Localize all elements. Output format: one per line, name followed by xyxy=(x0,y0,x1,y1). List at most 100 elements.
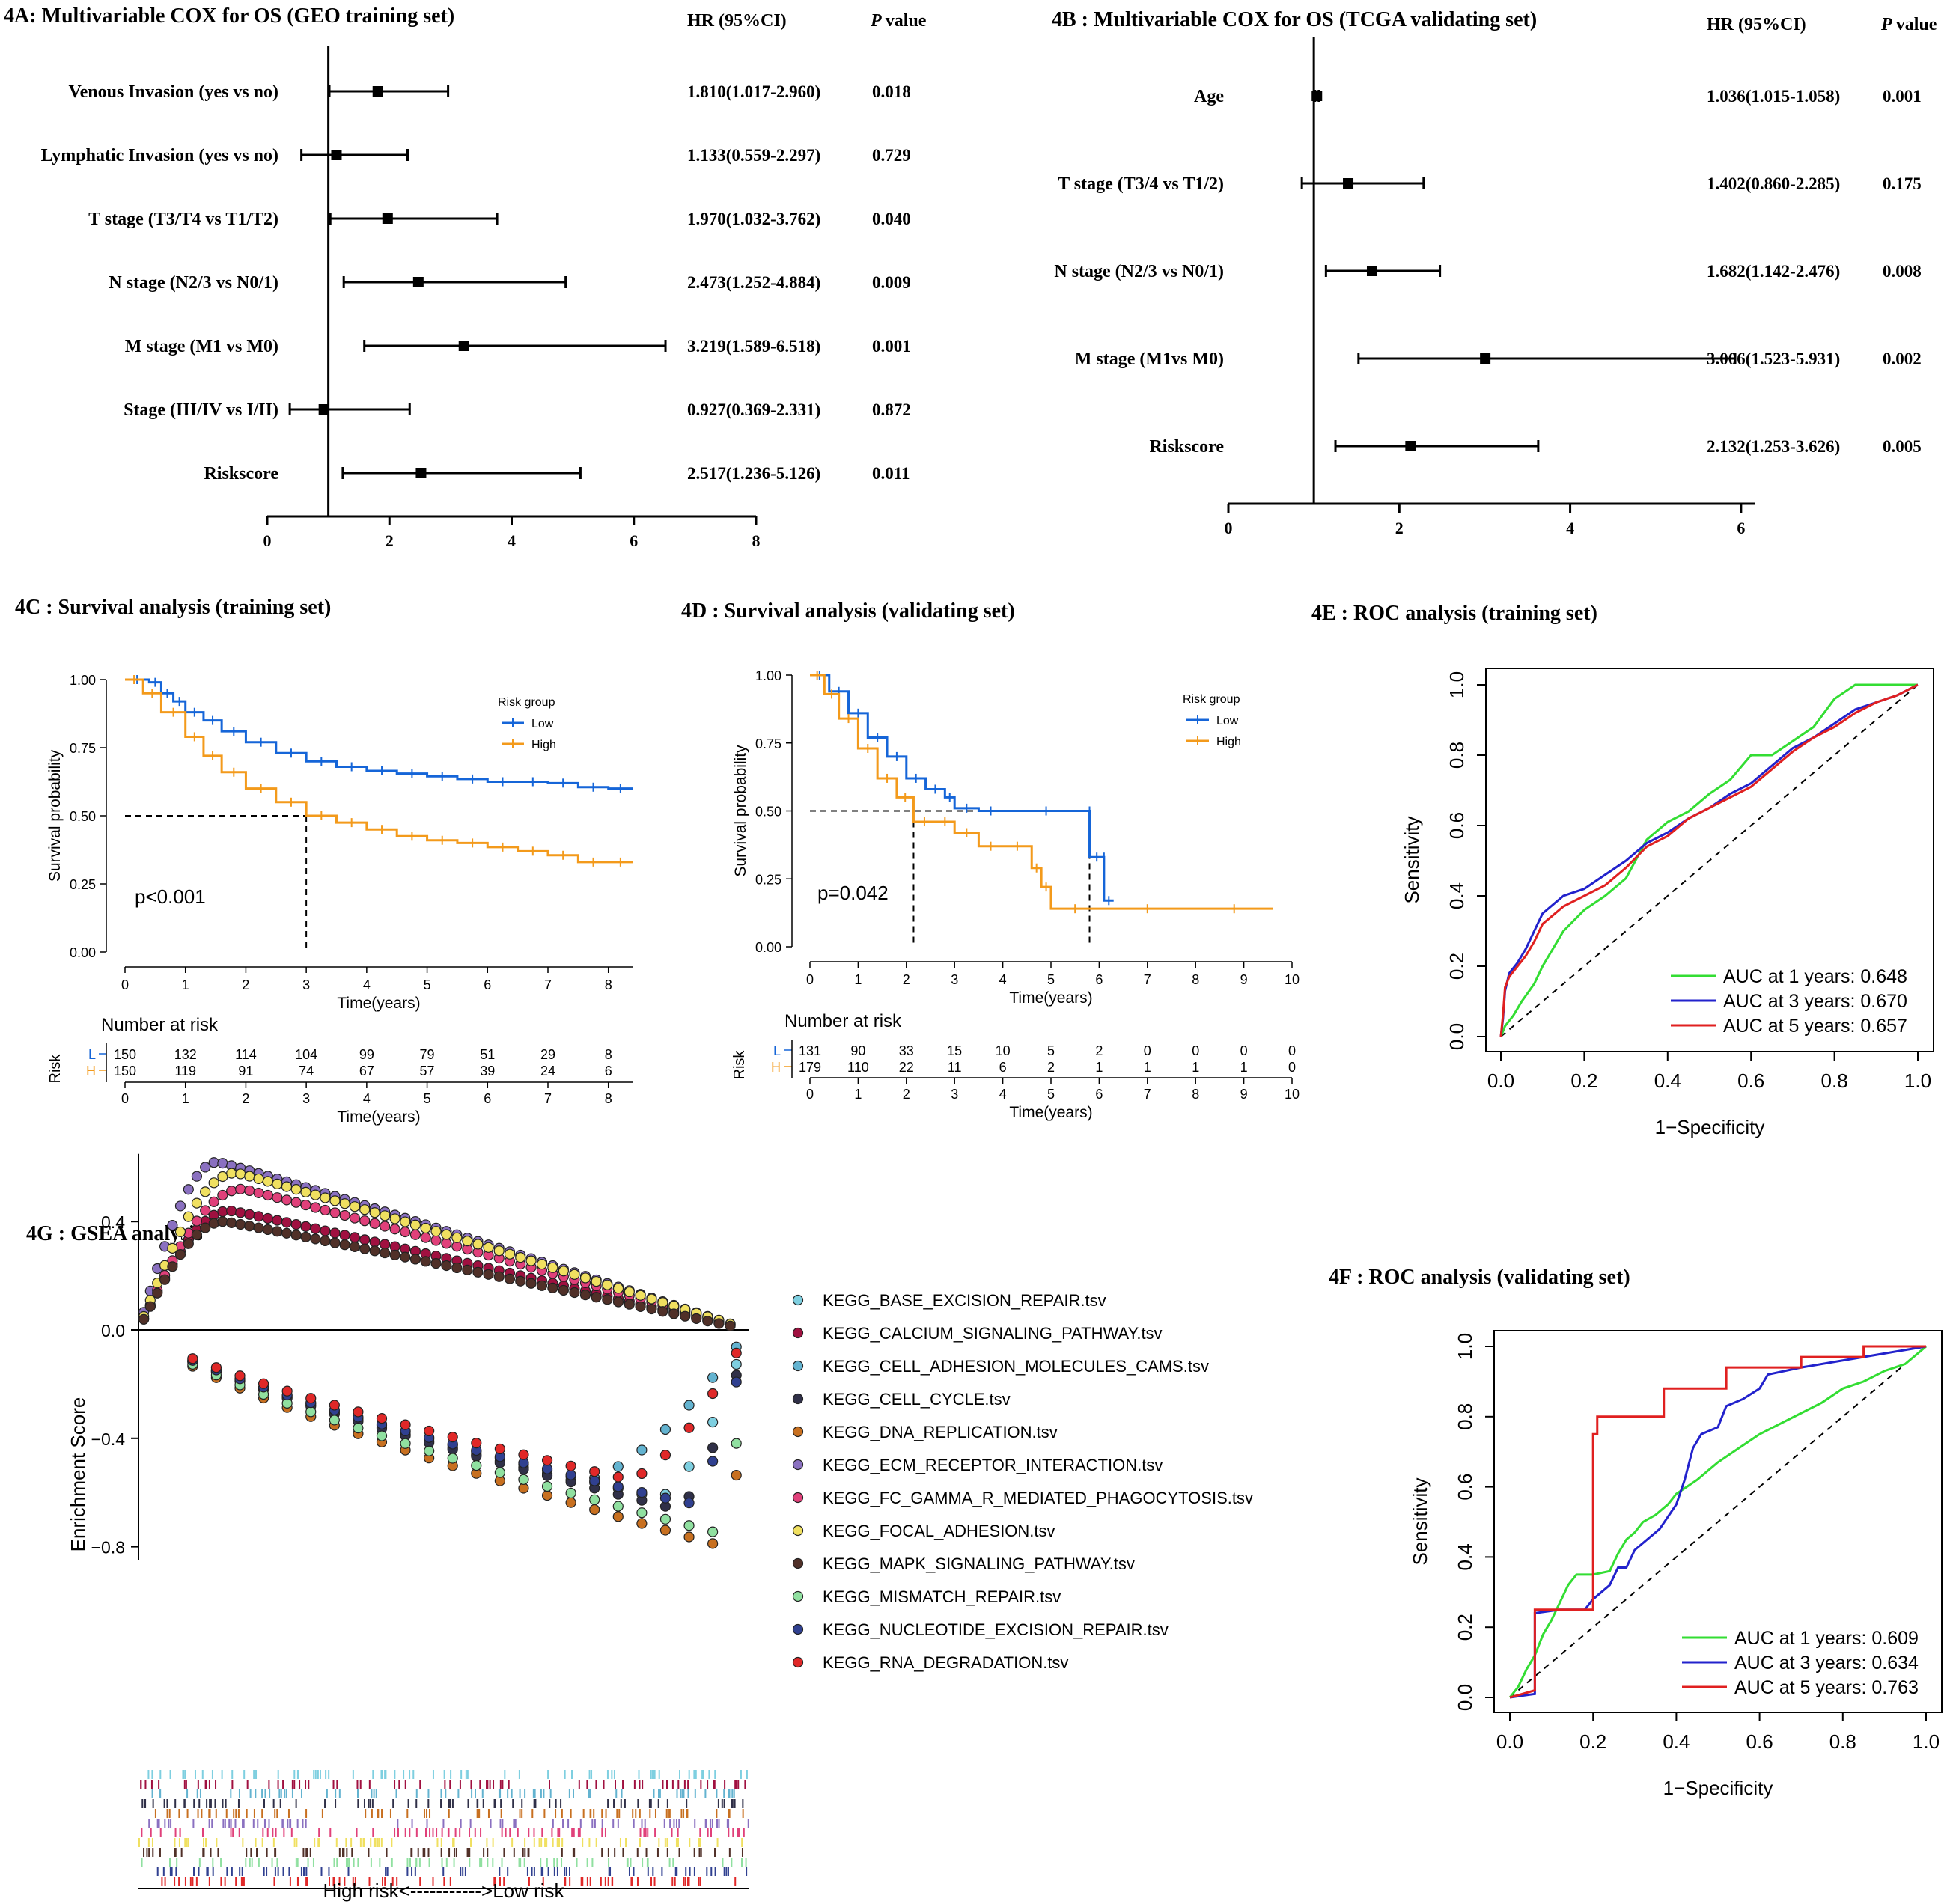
risk-x-tick-label: 3 xyxy=(302,1091,310,1106)
risk-x-tick-label: 3 xyxy=(951,1087,958,1102)
x-tick-label: 0.0 xyxy=(1496,1730,1523,1753)
legend-label: Low xyxy=(531,718,554,730)
es-point xyxy=(376,1430,388,1441)
es-point xyxy=(668,1308,680,1319)
risk-count: 99 xyxy=(359,1047,374,1062)
row-label: N stage (N2/3 vs N0/1) xyxy=(1054,262,1224,281)
chart-title: 4F : ROC analysis (validating set) xyxy=(1329,1266,1630,1289)
x-axis-label: 1−Specificity xyxy=(1655,1116,1765,1138)
es-point xyxy=(472,1239,484,1250)
roc-4F: 4F : ROC analysis (validating set) 0.0 0.2… xyxy=(1329,1266,1943,1799)
p-header: P value xyxy=(870,11,927,31)
risk-count: 1 xyxy=(1192,1060,1199,1075)
x-axis-label: 1−Specificity xyxy=(1663,1777,1773,1799)
risk-x-axis-label: Time(years) xyxy=(1009,1104,1092,1121)
gsea-4G: 4G : GSEA analysis0.40.0−0.4−0.8Enrichme… xyxy=(26,1153,1253,1902)
hr-value: 1.970(1.032-3.762) xyxy=(687,210,820,228)
chart-title: 4E : ROC analysis (training set) xyxy=(1311,602,1597,625)
legend-label: KEGG_DNA_REPLICATION.tsv xyxy=(823,1423,1058,1441)
es-point xyxy=(657,1306,668,1317)
x-tick-label: 5 xyxy=(424,977,431,992)
es-point xyxy=(683,1531,695,1543)
es-point xyxy=(400,1438,411,1449)
p-value: 0.001 xyxy=(872,337,911,356)
y-tick-label: 1.00 xyxy=(70,673,96,688)
es-point xyxy=(659,1513,671,1525)
hr-value: 1.402(0.860-2.285) xyxy=(1707,174,1840,193)
es-point xyxy=(441,1238,452,1249)
es-point xyxy=(208,1218,219,1229)
es-point xyxy=(624,1286,635,1298)
y-tick-label: 1.0 xyxy=(1454,1333,1476,1360)
risk-count: 5 xyxy=(1047,1043,1055,1058)
risk-count: 150 xyxy=(114,1047,136,1062)
risk-count: 0 xyxy=(1288,1060,1296,1075)
x-tick-label: 8 xyxy=(752,531,761,550)
es-point xyxy=(320,1192,331,1203)
es-point xyxy=(187,1353,198,1364)
es-point xyxy=(657,1297,668,1308)
legend-label: KEGG_MAPK_SIGNALING_PATHWAY.tsv xyxy=(823,1554,1135,1573)
row-label: Age xyxy=(1194,87,1224,106)
hr-point xyxy=(372,86,383,97)
es-point xyxy=(659,1525,671,1536)
y-tick-label: 0.8 xyxy=(1445,742,1468,769)
es-point xyxy=(300,1186,311,1197)
y-tick-label: 0.2 xyxy=(1454,1614,1476,1641)
es-point xyxy=(683,1422,695,1433)
es-point xyxy=(389,1224,400,1235)
risk-count: 39 xyxy=(480,1064,495,1078)
risk-x-tick-label: 6 xyxy=(484,1091,491,1106)
es-point xyxy=(409,1229,421,1240)
legend-dot xyxy=(792,1492,804,1504)
hr-value: 1.682(1.142-2.476) xyxy=(1707,262,1840,281)
es-point xyxy=(290,1184,302,1195)
es-point xyxy=(226,1205,237,1217)
legend-label: High xyxy=(1216,736,1241,748)
legend-title: Risk group xyxy=(1183,693,1240,706)
p-value: 0.175 xyxy=(1883,174,1922,193)
x-tick-label: 3 xyxy=(302,977,310,992)
y-axis-label: Sensitivity xyxy=(1409,1477,1431,1565)
x-tick-label: 4 xyxy=(363,977,371,992)
es-point xyxy=(493,1271,505,1282)
es-point xyxy=(494,1443,505,1455)
risk-count: 10 xyxy=(996,1043,1011,1058)
risk-x-tick-label: 1 xyxy=(182,1091,189,1106)
es-point xyxy=(329,1195,341,1206)
es-point xyxy=(359,1243,371,1254)
forest-4A: 4A: Multivariable COX for OS (GEO traini… xyxy=(4,4,927,550)
roc-curve-2 xyxy=(1499,683,1919,1037)
legend-label: KEGG_MISMATCH_REPAIR.tsv xyxy=(823,1587,1061,1606)
es-point xyxy=(320,1235,331,1247)
es-point xyxy=(258,1378,269,1389)
es-point xyxy=(144,1301,156,1312)
risk-count: 24 xyxy=(540,1064,555,1078)
es-point xyxy=(226,1217,237,1228)
legend-label: Low xyxy=(1216,715,1239,727)
km-4C: 4C : Survival analysis (training set) 0.0… xyxy=(15,596,633,1126)
legend-label: KEGG_CALCIUM_SIGNALING_PATHWAY.tsv xyxy=(823,1324,1163,1343)
es-point xyxy=(389,1213,400,1224)
es-point xyxy=(636,1486,648,1498)
es-point xyxy=(707,1526,719,1537)
legend-label: High xyxy=(531,739,556,751)
es-point xyxy=(702,1316,713,1327)
es-point xyxy=(612,1283,624,1294)
es-point xyxy=(191,1215,203,1227)
es-point xyxy=(589,1494,600,1505)
x-tick-label: 10 xyxy=(1285,972,1300,987)
es-point xyxy=(612,1296,624,1308)
x-tick-label: 7 xyxy=(1144,972,1151,987)
risk-count: 11 xyxy=(948,1060,962,1075)
risk-count: 2 xyxy=(1047,1060,1055,1075)
es-point xyxy=(400,1226,411,1238)
p-value: 0.729 xyxy=(872,146,911,165)
x-tick-label: 5 xyxy=(1047,972,1055,987)
es-point xyxy=(159,1274,171,1285)
es-point xyxy=(191,1229,203,1240)
es-point xyxy=(707,1538,719,1549)
risk-x-tick-label: 9 xyxy=(1240,1087,1248,1102)
hr-value: 2.132(1.253-3.626) xyxy=(1707,437,1840,456)
chart-title: 4C : Survival analysis (training set) xyxy=(15,596,331,619)
